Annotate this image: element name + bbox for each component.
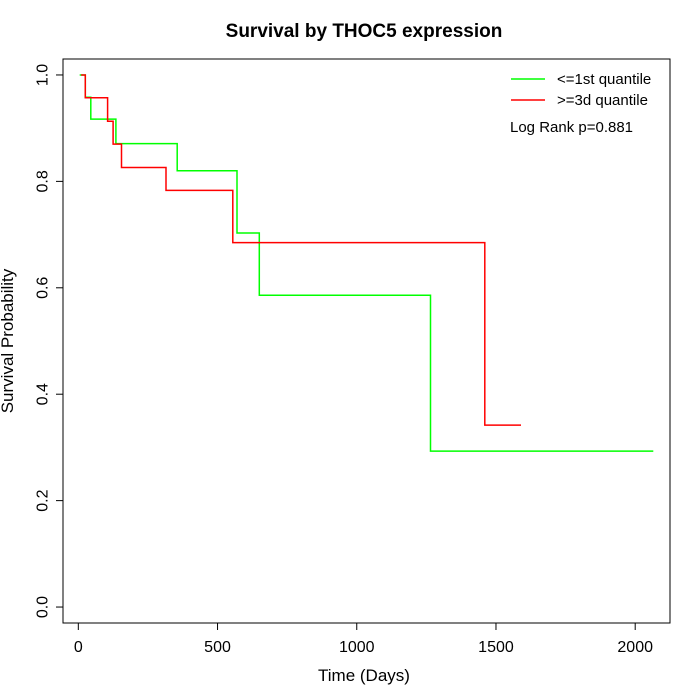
y-tick-label: 0.0 [35, 596, 52, 618]
x-tick-label: 2000 [617, 639, 653, 656]
x-tick-label: 0 [74, 639, 83, 656]
chart-title: Survival by THOC5 expression [226, 21, 503, 42]
y-tick-label: 0.4 [35, 383, 52, 405]
x-axis-label: Time (Days) [318, 666, 410, 685]
log-rank-annotation: Log Rank p=0.881 [510, 119, 633, 136]
legend-label-1: >=3d quantile [557, 92, 648, 109]
legend: <=1st quantile >=3d quantile [511, 71, 651, 109]
y-tick-label: 0.6 [35, 277, 52, 299]
y-axis-label: Survival Probability [0, 268, 17, 413]
y-tick-label: 1.0 [35, 64, 52, 86]
y-tick-label: 0.2 [35, 489, 52, 511]
x-tick-label: 500 [204, 639, 231, 656]
legend-label-0: <=1st quantile [557, 71, 651, 88]
x-tick-label: 1000 [339, 639, 375, 656]
y-tick-label: 0.8 [35, 170, 52, 192]
survival-curves [79, 74, 654, 452]
x-tick-label: 1500 [478, 639, 514, 656]
survival-curve-1 [81, 74, 521, 426]
y-axis: 0.0 0.2 0.4 0.6 0.8 1.0 [35, 64, 64, 618]
x-axis: 0 500 1000 1500 2000 [74, 622, 653, 656]
